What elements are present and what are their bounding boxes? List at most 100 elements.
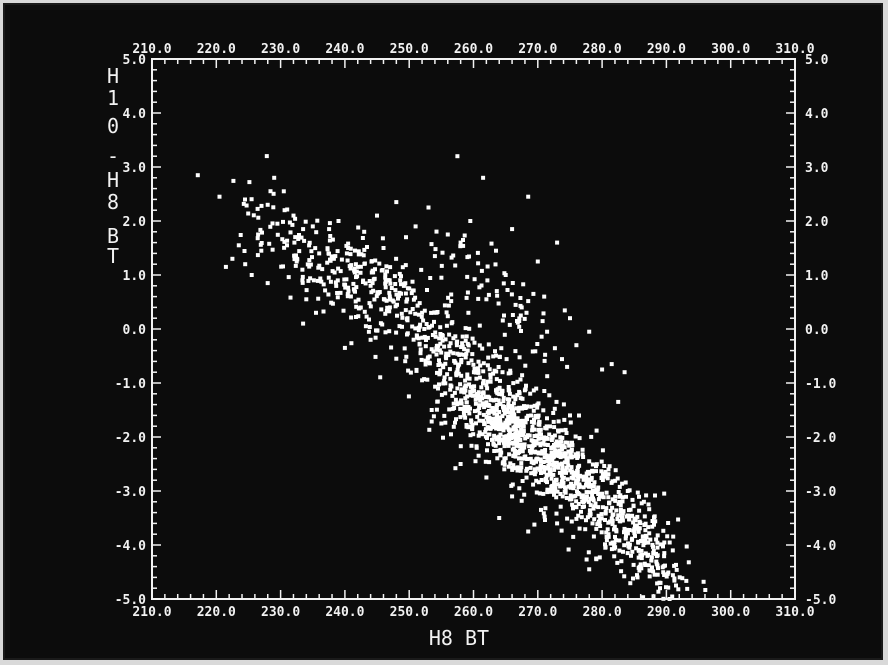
data-point <box>684 544 689 549</box>
data-point <box>617 484 622 489</box>
data-point <box>462 347 467 352</box>
data-point <box>631 503 636 508</box>
data-point <box>381 246 386 250</box>
data-point <box>342 277 347 282</box>
data-point <box>397 324 402 329</box>
data-point <box>518 313 523 318</box>
y-tick-label-left: -2.0 <box>115 431 146 446</box>
data-point <box>563 486 568 491</box>
data-point <box>536 401 541 406</box>
data-point <box>468 384 473 389</box>
data-point <box>354 285 359 290</box>
data-point <box>636 539 641 544</box>
data-point <box>555 482 560 487</box>
data-point <box>603 469 608 474</box>
data-point <box>288 295 293 300</box>
x-tick-label-bottom: 290.0 <box>647 605 686 620</box>
data-point <box>549 489 553 494</box>
data-point <box>307 243 312 248</box>
data-point <box>559 439 564 444</box>
data-point <box>524 383 528 388</box>
data-point <box>519 498 524 503</box>
data-point <box>519 329 523 333</box>
data-point <box>511 401 516 406</box>
data-point <box>416 312 421 317</box>
data-point <box>434 352 439 357</box>
data-point <box>548 471 553 476</box>
data-point <box>599 469 604 474</box>
data-point <box>508 417 513 422</box>
data-point <box>327 227 332 232</box>
data-point <box>383 272 388 277</box>
data-point <box>455 351 460 356</box>
data-point <box>575 469 580 474</box>
data-point <box>523 363 528 368</box>
y-tick-label-right: 3.0 <box>805 161 829 176</box>
data-point <box>299 235 304 240</box>
data-point <box>497 434 502 439</box>
data-point <box>586 484 591 489</box>
data-point <box>646 502 651 507</box>
data-point <box>458 382 463 387</box>
data-point <box>553 450 558 454</box>
data-point <box>356 252 361 257</box>
data-point <box>373 267 377 272</box>
data-point <box>536 450 541 455</box>
data-point <box>599 530 604 535</box>
data-point <box>491 354 496 359</box>
data-point <box>612 554 617 559</box>
data-point <box>680 576 685 581</box>
data-point <box>539 432 543 437</box>
x-tick-label-top: 270.0 <box>518 42 557 57</box>
data-point <box>435 399 440 404</box>
data-point <box>439 421 444 426</box>
data-point <box>230 256 235 261</box>
data-point <box>619 569 624 574</box>
data-point <box>489 241 494 246</box>
data-point <box>310 224 315 229</box>
data-point <box>549 476 554 481</box>
data-point <box>622 530 626 535</box>
data-point <box>525 404 529 409</box>
data-point <box>530 443 535 448</box>
data-point <box>362 229 367 234</box>
data-point <box>410 288 415 293</box>
data-point <box>591 506 596 511</box>
data-point <box>371 277 376 282</box>
data-point <box>399 291 403 296</box>
data-point <box>419 314 424 319</box>
data-point <box>499 437 504 442</box>
data-point <box>494 289 499 294</box>
data-point <box>494 248 498 253</box>
data-point <box>646 563 651 568</box>
data-point <box>522 492 527 497</box>
data-point <box>560 357 564 362</box>
data-point <box>502 271 507 276</box>
data-point <box>477 406 482 410</box>
data-point <box>457 362 462 367</box>
data-point <box>405 332 409 337</box>
data-point <box>584 497 589 502</box>
data-point <box>610 522 615 527</box>
data-point <box>448 383 453 388</box>
data-point <box>321 309 326 314</box>
data-point <box>576 477 581 482</box>
data-point <box>431 349 436 354</box>
data-point <box>647 507 652 512</box>
data-point <box>494 437 499 442</box>
data-point <box>627 545 632 550</box>
data-point <box>473 401 478 406</box>
data-point <box>604 530 609 535</box>
data-point <box>511 441 516 446</box>
data-point <box>506 401 511 406</box>
data-point <box>404 354 409 359</box>
data-point <box>487 367 492 372</box>
data-point <box>361 278 366 283</box>
data-point <box>429 408 434 412</box>
data-point <box>404 299 409 304</box>
data-point <box>527 448 532 453</box>
data-point <box>511 463 516 468</box>
data-point <box>595 487 600 492</box>
data-point <box>448 387 453 392</box>
data-point <box>293 263 298 268</box>
